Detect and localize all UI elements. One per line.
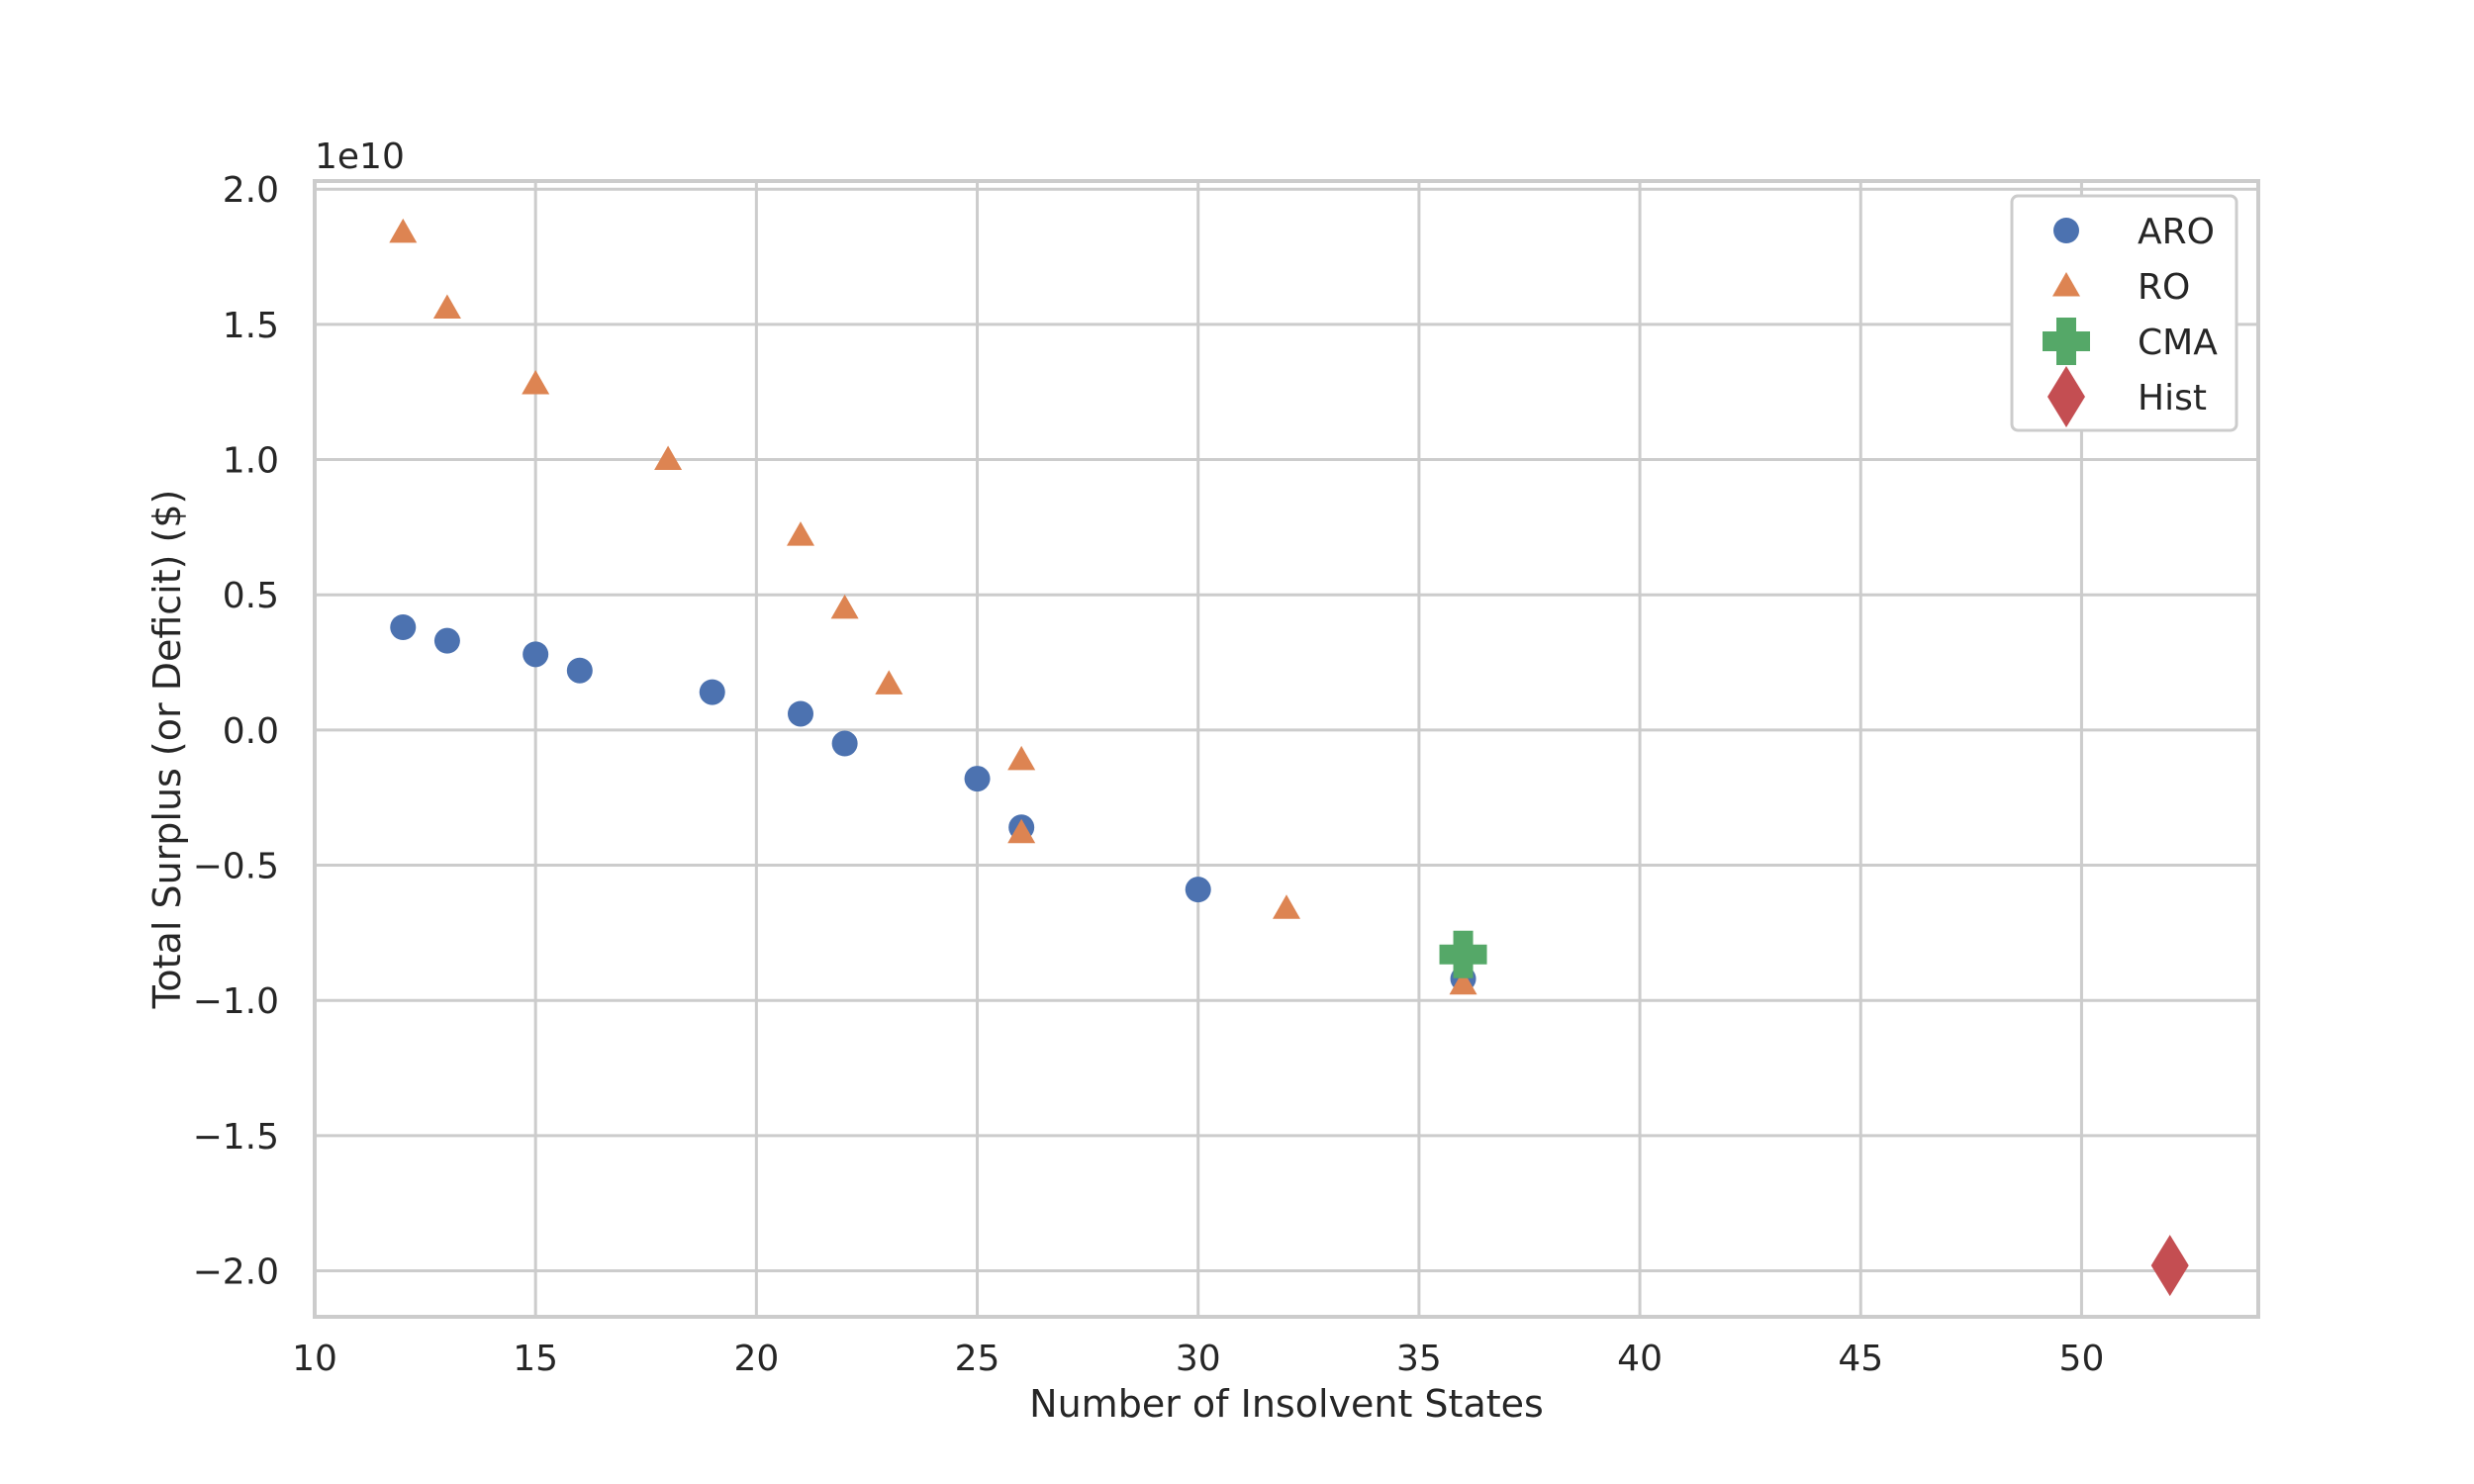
y-tick-label: 1.0 (223, 441, 279, 482)
legend-item-cma: CMA (2043, 318, 2218, 365)
x-tick-label: 50 (2059, 1339, 2105, 1379)
x-tick-label: 45 (1838, 1339, 1883, 1379)
plot-frame (313, 179, 2260, 1319)
series-cma (1439, 930, 1487, 978)
data-points (389, 218, 2189, 1297)
grid (313, 181, 2258, 1317)
legend-item-hist: Hist (2047, 366, 2207, 427)
series-hist (2150, 1235, 2189, 1297)
legend-item-ro: RO (2052, 267, 2190, 308)
legend-item-aro: ARO (2053, 212, 2215, 252)
aro-point (964, 766, 991, 792)
x-axis-ticks: 10 15 20 25 30 35 40 45 50 (292, 1339, 2104, 1379)
ro-point (787, 521, 814, 546)
y-tick-label: 0.0 (223, 711, 279, 752)
y-tick-label: 0.5 (223, 576, 279, 616)
legend-label: RO (2138, 267, 2190, 308)
ro-point (432, 294, 461, 319)
y-offset-text: 1e10 (315, 137, 405, 177)
ro-point (389, 218, 418, 243)
y-tick-label: −0.5 (193, 847, 279, 887)
ro-point (1007, 818, 1036, 844)
x-tick-label: 35 (1396, 1339, 1442, 1379)
aro-point (699, 679, 725, 705)
x-tick-label: 30 (1176, 1339, 1221, 1379)
aro-point (566, 657, 593, 684)
x-tick-label: 15 (513, 1339, 558, 1379)
aro-point (390, 614, 417, 640)
y-tick-label: 1.5 (223, 306, 279, 346)
aro-point (1185, 877, 1211, 903)
legend-label: Hist (2138, 378, 2207, 418)
legend: ARO RO CMA Hist (2010, 194, 2238, 432)
cma-point (1439, 930, 1487, 978)
ro-point (522, 370, 550, 395)
legend-label: CMA (2138, 323, 2218, 363)
x-tick-label: 25 (955, 1339, 1000, 1379)
aro-point (523, 641, 549, 668)
ro-point (1273, 894, 1300, 919)
x-tick-label: 20 (733, 1339, 779, 1379)
aro-point (433, 627, 460, 654)
hist-point (2150, 1235, 2189, 1297)
x-axis-label: Number of Insolvent States (1029, 1382, 1544, 1426)
y-tick-label: −2.0 (193, 1252, 279, 1293)
x-tick-label: 10 (292, 1339, 337, 1379)
legend-marker-cma (2043, 318, 2090, 365)
y-tick-label: −1.5 (193, 1117, 279, 1158)
ro-point (830, 594, 859, 619)
x-tick-label: 40 (1617, 1339, 1663, 1379)
y-axis-ticks: −2.0 −1.5 −1.0 −0.5 0.0 0.5 1.0 1.5 2.0 (193, 170, 279, 1292)
legend-label: ARO (2138, 212, 2215, 252)
series-ro (389, 218, 1477, 995)
series-aro (390, 614, 1476, 992)
aro-point (788, 700, 813, 727)
legend-marker-ro (2052, 272, 2080, 297)
ro-point (875, 670, 904, 695)
legend-marker-aro (2053, 218, 2079, 243)
y-tick-label: −1.0 (193, 981, 279, 1022)
aro-point (831, 730, 858, 757)
legend-marker-hist (2047, 366, 2085, 427)
ro-point (654, 445, 683, 471)
ro-point (1449, 970, 1477, 995)
y-axis-label: Total Surplus (or Deficit) ($) (145, 490, 189, 1010)
ro-point (1007, 745, 1036, 771)
y-tick-label: 2.0 (223, 170, 279, 211)
